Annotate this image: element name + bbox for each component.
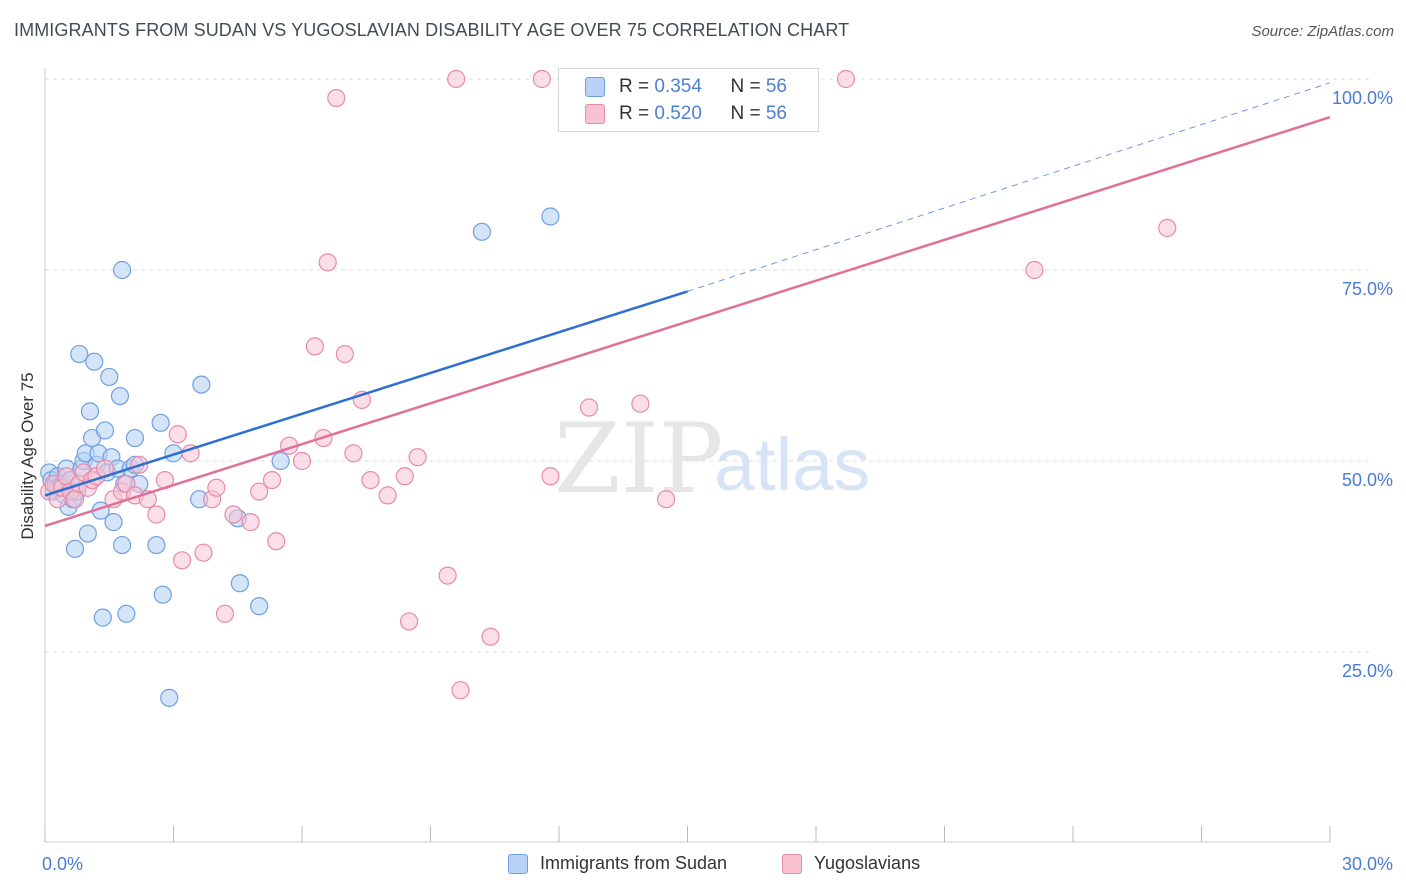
y-axis-label: Disability Age Over 75 — [18, 372, 37, 540]
x-tick-label-min: 0.0% — [42, 854, 83, 874]
point-sudan — [160, 688, 179, 707]
watermark-zip: ZIP — [554, 403, 723, 515]
point-sudan — [65, 539, 85, 558]
bottom-legend-label-sudan: Immigrants from Sudan — [540, 853, 728, 873]
point-yugoslavians — [836, 69, 856, 89]
y-tick-label-25: 25.0% — [1342, 661, 1393, 681]
y-tick-label-100: 100.0% — [1332, 88, 1393, 108]
point-yugoslavians — [172, 551, 192, 570]
trend-line-sudan — [44, 290, 688, 497]
point-yugoslavians — [181, 444, 200, 463]
point-yugoslavians — [305, 337, 324, 356]
point-sudan — [112, 260, 132, 280]
point-yugoslavians — [579, 398, 599, 417]
point-yugoslavians — [361, 471, 380, 490]
point-yugoslavians — [194, 543, 213, 562]
bottom-legend-swatch-yugoslavians — [782, 854, 802, 874]
point-yugoslavians — [168, 425, 187, 444]
point-yugoslavians — [241, 513, 260, 532]
point-yugoslavians — [378, 486, 397, 505]
stats-legend: R = 0.354 N = 56 R = 0.520 N = 56 — [558, 68, 819, 132]
point-sudan — [93, 608, 112, 627]
point-sudan — [70, 344, 89, 364]
legend-r-value-sudan: 0.354 — [654, 76, 702, 97]
point-yugoslavians — [631, 394, 650, 413]
point-yugoslavians — [656, 490, 676, 509]
point-sudan — [271, 451, 290, 471]
point-yugoslavians — [481, 627, 500, 646]
point-yugoslavians — [395, 467, 414, 486]
point-sudan — [85, 352, 104, 371]
x-tick-label-max: 30.0% — [1342, 854, 1393, 874]
legend-n-value-yugoslavians: 56 — [765, 103, 787, 124]
y-tick-label-50: 50.0% — [1342, 470, 1393, 490]
point-yugoslavians — [438, 566, 457, 585]
point-sudan — [153, 585, 172, 604]
point-yugoslavians — [1158, 218, 1177, 238]
point-yugoslavians — [207, 478, 226, 497]
point-yugoslavians — [344, 444, 363, 463]
point-sudan — [112, 535, 132, 555]
bottom-legend-label-yugoslavians: Yugoslavians — [814, 853, 921, 873]
watermark-atlas: atlas — [714, 423, 870, 506]
point-yugoslavians — [532, 69, 551, 89]
point-yugoslavians — [250, 482, 269, 501]
point-yugoslavians — [327, 88, 346, 108]
point-yugoslavians — [224, 505, 243, 524]
trend-line-yugoslavians — [44, 116, 1331, 528]
point-sudan — [250, 597, 269, 616]
point-sudan — [110, 386, 130, 406]
point-yugoslavians — [215, 604, 234, 623]
legend-swatch-yugoslavians — [585, 104, 605, 124]
tick-labels: 25.0% 50.0% 75.0% 100.0% 0.0% 30.0% — [42, 88, 1393, 874]
point-sudan — [100, 367, 119, 387]
legend-swatch-sudan — [585, 77, 605, 97]
point-sudan — [151, 413, 170, 432]
point-yugoslavians — [1025, 260, 1044, 280]
point-sudan — [78, 524, 97, 543]
point-sudan — [192, 375, 211, 394]
y-tick-label-75: 75.0% — [1342, 279, 1393, 299]
point-yugoslavians — [292, 451, 312, 471]
point-yugoslavians — [267, 532, 286, 551]
chart-title: IMMIGRANTS FROM SUDAN VS YUGOSLAVIAN DIS… — [14, 20, 850, 40]
legend-r-value-yugoslavians: 0.520 — [654, 103, 702, 124]
point-sudan — [147, 535, 166, 555]
point-yugoslavians — [541, 467, 560, 486]
point-sudan — [472, 222, 491, 241]
grid-lines — [45, 78, 1370, 653]
point-yugoslavians — [147, 505, 166, 524]
point-yugoslavians — [447, 69, 466, 89]
legend-n-value-sudan: 56 — [765, 76, 787, 97]
point-yugoslavians — [408, 448, 427, 467]
point-sudan — [104, 513, 123, 532]
trend-line-sudan-extension — [687, 82, 1331, 292]
point-sudan — [541, 207, 560, 226]
bottom-legend-swatch-sudan — [508, 854, 528, 874]
point-yugoslavians — [451, 681, 470, 700]
trend-lines — [44, 82, 1331, 528]
point-yugoslavians — [318, 253, 337, 272]
series-yugoslavians-points — [40, 69, 1177, 700]
point-yugoslavians — [262, 471, 282, 490]
point-sudan — [117, 604, 136, 623]
chart-source: Source: ZipAtlas.com — [1251, 23, 1394, 40]
point-sudan — [95, 421, 115, 440]
point-yugoslavians — [335, 344, 354, 364]
point-sudan — [80, 402, 100, 421]
point-sudan — [230, 574, 249, 593]
point-yugoslavians — [399, 612, 419, 631]
axes — [44, 68, 1331, 843]
point-sudan — [125, 428, 145, 448]
